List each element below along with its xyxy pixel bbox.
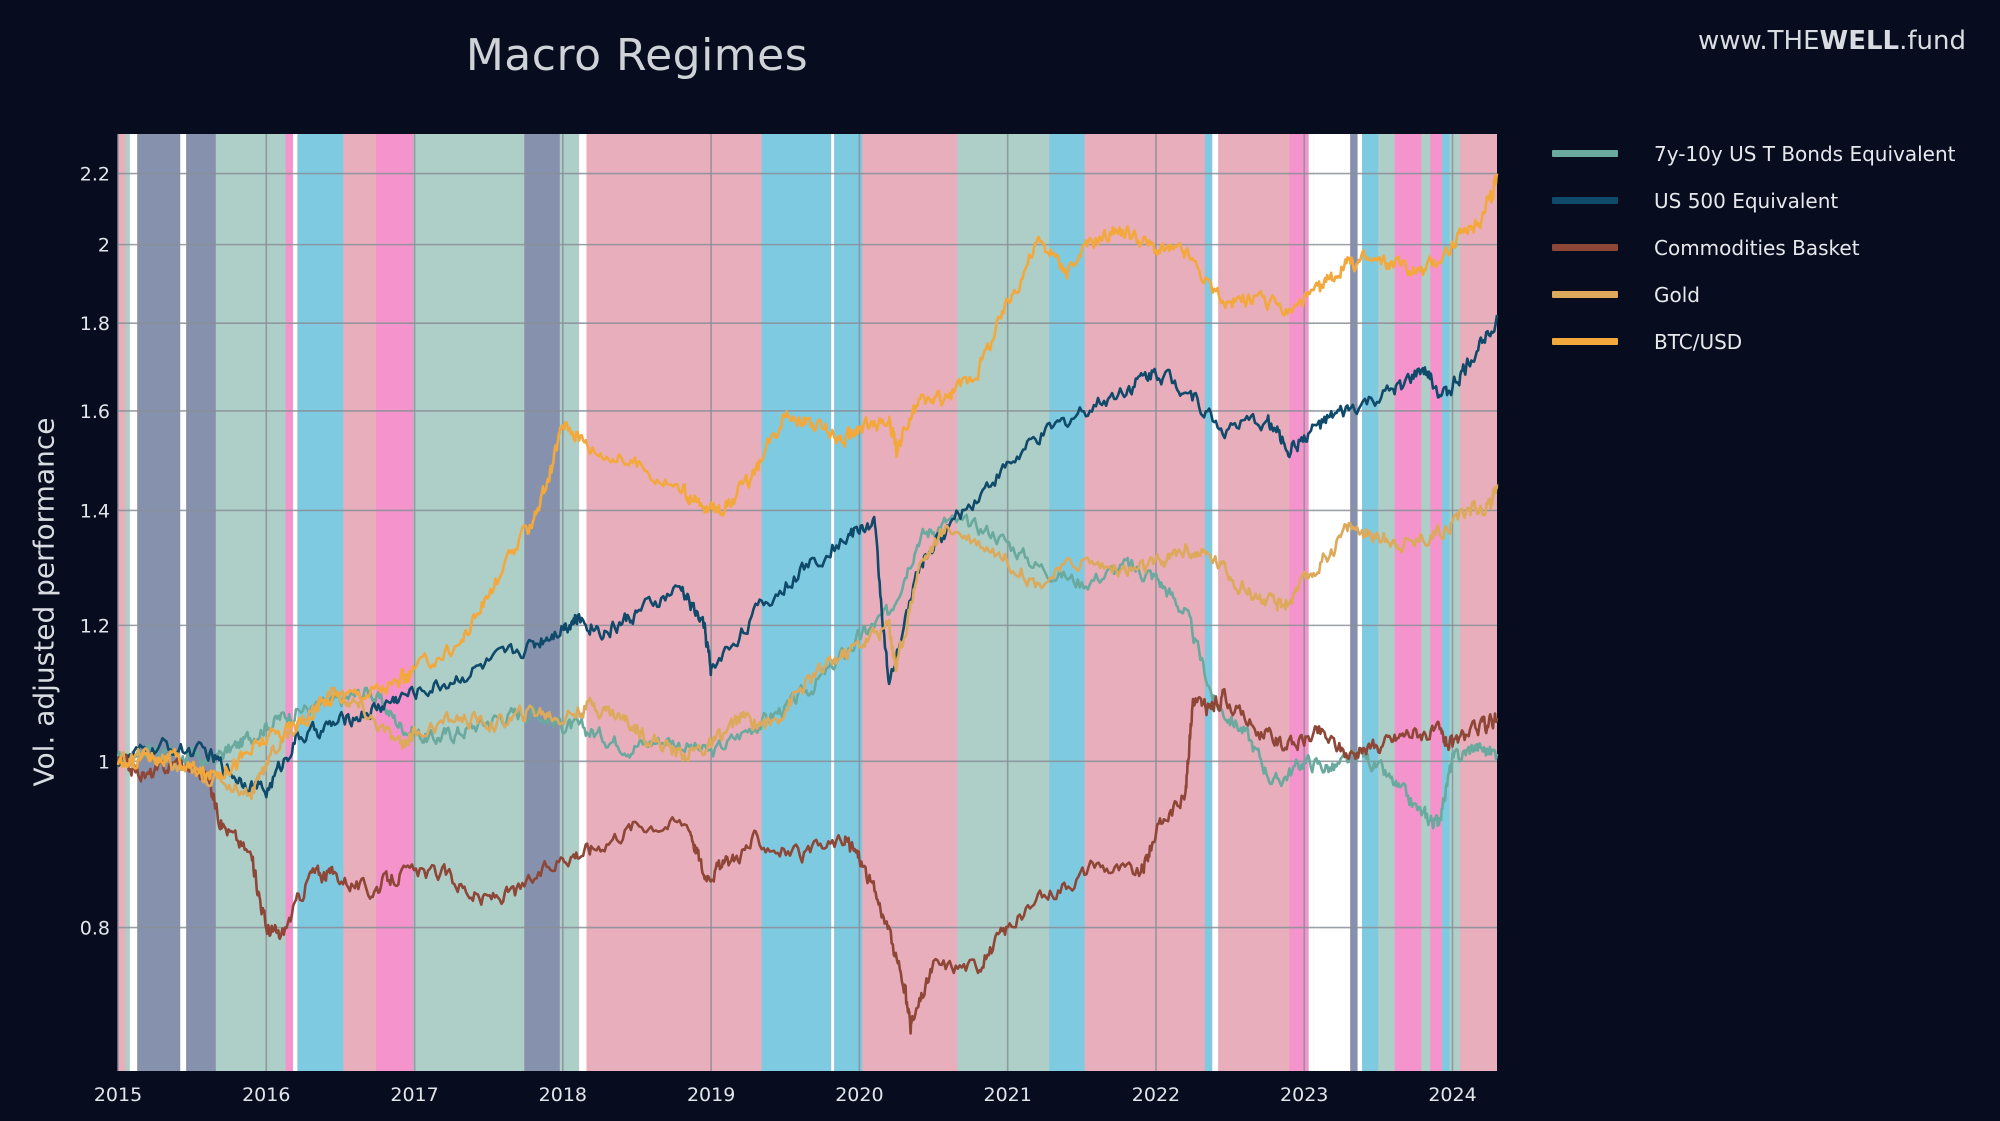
regime-band-31 <box>1357 134 1363 1071</box>
y-tick-label-3: 1.4 <box>80 500 110 522</box>
legend-item-4: BTC/USD <box>1552 318 1955 365</box>
regime-band-5 <box>186 134 216 1071</box>
legend-swatch-0 <box>1552 150 1618 157</box>
x-tick-label-9: 2024 <box>1428 1084 1476 1106</box>
regime-band-8 <box>292 134 298 1071</box>
regime-band-18 <box>831 134 835 1071</box>
regime-band-39 <box>1459 134 1497 1071</box>
regime-band-2 <box>129 134 138 1071</box>
regime-band-24 <box>1204 134 1213 1071</box>
legend-label-1: US 500 Equivalent <box>1654 188 1839 213</box>
watermark-suffix: .fund <box>1899 26 1966 56</box>
y-tick-label-4: 1.6 <box>80 401 110 423</box>
legend-item-3: Gold <box>1552 271 1955 318</box>
regime-band-12 <box>413 134 525 1071</box>
legend-label-0: 7y-10y US T Bonds Equivalent <box>1654 141 1956 166</box>
x-tick-label-3: 2018 <box>539 1084 587 1106</box>
legend-item-2: Commodities Basket <box>1552 224 1955 271</box>
series-line-3 <box>117 484 1499 801</box>
legend-item-0: 7y-10y US T Bonds Equivalent <box>1552 130 1955 177</box>
regime-band-21 <box>957 134 1050 1071</box>
watermark-bold: WELL <box>1819 26 1900 56</box>
y-tick-label-5: 1.8 <box>80 313 110 335</box>
legend-item-1: US 500 Equivalent <box>1552 177 1955 224</box>
series-line-1 <box>117 314 1499 799</box>
regime-band-9 <box>297 134 344 1071</box>
legend-swatch-1 <box>1552 197 1618 204</box>
y-tick-label-6: 2 <box>98 235 110 257</box>
watermark: www.THEWELL.fund <box>1698 26 1966 56</box>
regime-band-38 <box>1449 134 1460 1071</box>
regime-band-1 <box>125 134 130 1071</box>
regime-band-30 <box>1350 134 1358 1071</box>
regime-band-22 <box>1049 134 1085 1071</box>
regime-band-15 <box>579 134 587 1071</box>
legend-swatch-2 <box>1552 244 1618 251</box>
series-line-4 <box>116 173 1499 782</box>
regime-band-36 <box>1430 134 1443 1071</box>
x-tick-label-8: 2023 <box>1280 1084 1328 1106</box>
regime-band-23 <box>1084 134 1205 1071</box>
regime-band-4 <box>180 134 187 1071</box>
legend-swatch-4 <box>1552 338 1618 345</box>
legend-label-4: BTC/USD <box>1654 329 1743 354</box>
regime-band-16 <box>586 134 762 1071</box>
regime-band-0 <box>118 134 126 1071</box>
legend-label-3: Gold <box>1654 282 1700 307</box>
x-tick-label-5: 2020 <box>835 1084 883 1106</box>
x-tick-label-2: 2017 <box>390 1084 438 1106</box>
regime-band-32 <box>1362 134 1379 1071</box>
regime-band-25 <box>1212 134 1219 1071</box>
regime-band-3 <box>137 134 181 1071</box>
watermark-prefix: www.THE <box>1697 26 1820 56</box>
y-tick-label-7: 2.2 <box>80 164 110 186</box>
series-line-2 <box>116 687 1499 1035</box>
x-tick-label-4: 2019 <box>687 1084 735 1106</box>
x-tick-label-0: 2015 <box>94 1084 142 1106</box>
regime-band-6 <box>215 134 286 1071</box>
regime-band-10 <box>343 134 377 1071</box>
regime-band-33 <box>1378 134 1395 1071</box>
regime-band-34 <box>1394 134 1422 1071</box>
regime-band-14 <box>559 134 580 1071</box>
regime-band-35 <box>1421 134 1431 1071</box>
legend-label-2: Commodities Basket <box>1654 235 1860 260</box>
legend-swatch-3 <box>1552 291 1618 298</box>
legend: 7y-10y US T Bonds Equivalent US 500 Equiv… <box>1552 130 1955 365</box>
x-tick-label-7: 2022 <box>1132 1084 1180 1106</box>
x-tick-label-1: 2016 <box>242 1084 290 1106</box>
y-tick-label-1: 1 <box>98 751 110 773</box>
x-tick-label-6: 2021 <box>983 1084 1031 1106</box>
regime-band-7 <box>285 134 293 1071</box>
regime-band-37 <box>1442 134 1450 1071</box>
regime-band-19 <box>834 134 863 1071</box>
regime-band-13 <box>524 134 560 1071</box>
y-tick-label-0: 0.8 <box>80 918 110 940</box>
chart-title-text: Macro Regimes <box>465 30 809 81</box>
regime-band-28 <box>1308 134 1314 1071</box>
regime-band-11 <box>376 134 414 1071</box>
y-tick-label-2: 1.2 <box>80 615 110 637</box>
